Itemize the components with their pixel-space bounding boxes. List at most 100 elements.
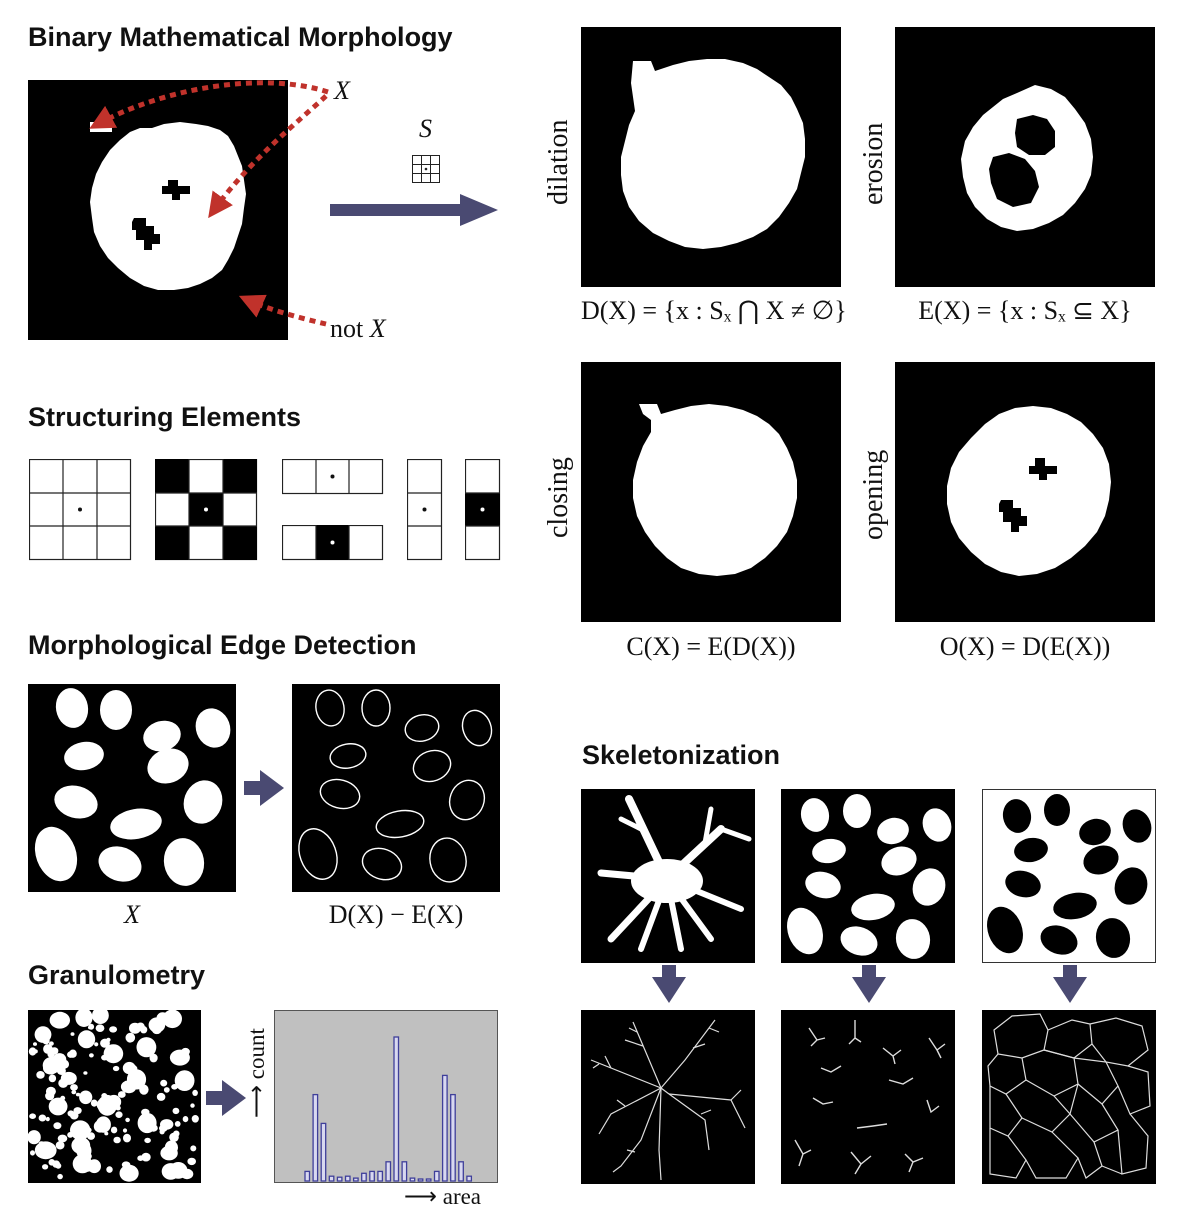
annotation-arrows (89, 80, 329, 327)
granule (117, 1091, 126, 1098)
granule (77, 1143, 85, 1152)
se-3x3-square (29, 459, 133, 561)
skeleton-down-arrow-2 (852, 965, 886, 1003)
histogram-bar (417, 1178, 424, 1182)
edge-input-panel (28, 684, 236, 892)
granule (30, 1150, 35, 1156)
erosion-panel (895, 27, 1155, 287)
edge-left-caption: X (124, 900, 140, 929)
area-axis-label: ⟶ area (404, 1184, 481, 1210)
granule (167, 1173, 172, 1177)
granule (141, 1152, 151, 1162)
granule (48, 1074, 57, 1083)
dilation-formula: D(X) = {x : Sₓ ⋂ X ≠ ∅} (581, 296, 847, 325)
edge-right-caption: D(X) − E(X) (328, 900, 464, 929)
granule (57, 1173, 63, 1180)
granule (100, 1038, 110, 1048)
granule (42, 1164, 49, 1170)
granule (122, 1128, 128, 1133)
granule (29, 1113, 36, 1119)
granule (113, 1136, 121, 1144)
dilation-panel (581, 27, 841, 287)
skeleton-voronoi-output (982, 1010, 1156, 1184)
binary-morphology-heading: Binary Mathematical Morphology (28, 22, 453, 52)
histogram-bar (401, 1161, 408, 1182)
granule (95, 1116, 111, 1133)
granule (149, 1124, 158, 1132)
granule (75, 1010, 93, 1027)
count-label: count (244, 1028, 269, 1080)
granulometry-input-panel (28, 1010, 201, 1183)
erosion-label: erosion (858, 122, 889, 205)
histogram-bar (385, 1161, 392, 1182)
histogram-bar (425, 1178, 432, 1182)
granule (133, 1026, 139, 1032)
granule (125, 1032, 136, 1043)
granule (190, 1145, 197, 1152)
granule (126, 1069, 147, 1090)
granule (60, 1071, 77, 1085)
granule (96, 1097, 114, 1112)
granule (94, 1042, 99, 1047)
granule (191, 1115, 199, 1123)
big-right-arrow (330, 194, 498, 226)
granule (103, 1044, 124, 1064)
granule (79, 1090, 93, 1105)
granule (38, 1114, 47, 1122)
granule (55, 1141, 65, 1150)
closing-formula: C(X) = E(D(X)) (626, 632, 796, 661)
granule (89, 1053, 94, 1058)
granule (174, 1070, 195, 1091)
granule (160, 1079, 168, 1087)
granulometry-heading: Granulometry (28, 960, 206, 990)
not-x-var: X (369, 314, 386, 343)
granule (60, 1095, 66, 1101)
granule (49, 1041, 54, 1046)
histogram-bar (466, 1175, 473, 1182)
granule (112, 1065, 120, 1072)
skeleton-down-arrow-1 (652, 965, 686, 1003)
x-label: X (334, 76, 350, 105)
granule (187, 1157, 196, 1166)
granule (106, 1166, 113, 1173)
granule (151, 1025, 162, 1035)
se-vertical-black (465, 459, 501, 561)
granule (52, 1060, 58, 1066)
histogram-bar (320, 1122, 327, 1182)
skeleton-blobs-output (781, 1010, 955, 1184)
granule (84, 1152, 92, 1160)
count-axis-label: ⟶ count (244, 1028, 270, 1118)
not-word: not (330, 314, 364, 343)
granule (136, 1037, 157, 1058)
s-mini-grid-icon (412, 155, 440, 183)
histogram-panel (274, 1010, 498, 1183)
granule (70, 1120, 91, 1140)
histogram-bar (433, 1170, 440, 1182)
closing-panel (581, 362, 841, 622)
granule (80, 1163, 87, 1170)
histogram-bar (336, 1176, 343, 1182)
granule (34, 1026, 52, 1043)
histogram-bar (328, 1175, 335, 1182)
se-horizontal-bottom (282, 525, 384, 561)
granule (90, 1099, 98, 1107)
skeleton-down-arrow-3 (1053, 965, 1087, 1003)
granule (156, 1092, 166, 1101)
granule (34, 1141, 57, 1160)
granule (53, 1122, 62, 1130)
histogram-bar (458, 1161, 464, 1182)
granule (28, 1130, 41, 1145)
se-vertical-white (407, 459, 443, 561)
granule (182, 1116, 189, 1123)
granule (70, 1032, 75, 1036)
histogram-bar (393, 1036, 400, 1182)
skeletonization-heading: Skeletonization (582, 740, 781, 770)
granule (57, 1134, 68, 1143)
granule (70, 1084, 78, 1091)
granule (173, 1130, 180, 1137)
granule (77, 1030, 96, 1049)
not-x-label: not X (330, 314, 386, 344)
dilation-label: dilation (543, 119, 574, 205)
opening-panel (895, 362, 1155, 622)
granule (45, 1086, 56, 1096)
